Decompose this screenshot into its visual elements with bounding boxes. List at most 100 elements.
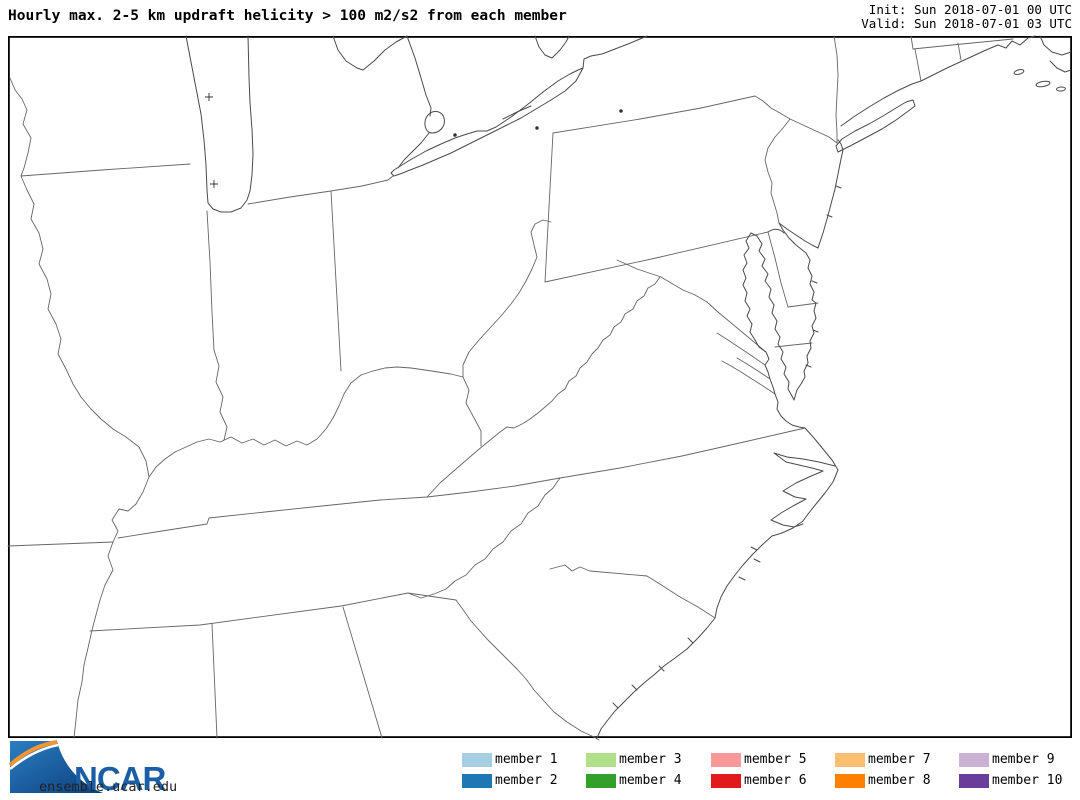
border-il-in: [206, 210, 215, 351]
border-oh-pa: [544, 132, 554, 283]
outer-banks: [802, 427, 839, 522]
island-nantucket: [1056, 86, 1066, 92]
potomac-river-upper: [616, 259, 708, 303]
border-ms-al: [211, 623, 218, 739]
neuse-river: [770, 498, 807, 528]
map-frame: [7, 36, 1072, 739]
rappahannock-river: [716, 332, 766, 366]
border-al-ga: [342, 606, 383, 739]
ncar-logo-text: NCAR: [74, 760, 166, 797]
border-mason-dixon: [544, 231, 769, 283]
legend-swatch-member-3: [586, 753, 616, 767]
delaware-river: [764, 118, 791, 224]
sc-ga-coast: [596, 617, 716, 739]
legend-label-member-7: member 7: [868, 752, 931, 767]
border-mo-ar: [7, 541, 114, 547]
border-nc-ga: [407, 592, 457, 601]
coastlines: [185, 35, 1072, 739]
border-de-south: [787, 302, 819, 308]
init-valid-times: Init: Sun 2018-07-01 00 UTC Valid: Sun 2…: [861, 3, 1072, 31]
delmarva-atlantic-coast: [793, 252, 817, 401]
legend-swatch-member-4: [586, 774, 616, 788]
york-river: [736, 357, 771, 380]
cape-cod-coast: [1039, 35, 1072, 73]
marker-dot-3: [619, 109, 623, 113]
coastal-inlet-ticks: [612, 185, 842, 709]
delaware-bay-west: [778, 222, 807, 254]
plot-title: Hourly max. 2-5 km updraft helicity > 10…: [8, 8, 567, 24]
new-england-coast: [840, 35, 1036, 127]
cape-lookout-coast: [771, 520, 804, 537]
graticule-cross-1: [205, 93, 213, 101]
potomac-estuary: [706, 301, 767, 353]
chesapeake-west-shore: [742, 232, 806, 429]
legend-label-member-5: member 5: [744, 752, 807, 767]
lake-huron-saginaw: [332, 35, 408, 71]
long-island-west-tip: [835, 138, 843, 153]
legend-swatch-member-6: [711, 774, 741, 788]
border-ny-ct: [914, 48, 922, 82]
hudson-river: [833, 35, 839, 144]
border-nj-ny: [789, 118, 838, 144]
pamlico-river: [782, 470, 824, 500]
init-time: Init: Sun 2018-07-01 00 UTC: [868, 2, 1072, 17]
lake-ontario-south-shore: [582, 35, 648, 69]
border-mi-in-oh: [247, 175, 394, 205]
long-island-north: [841, 99, 916, 140]
albemarle-sound: [773, 452, 836, 472]
delaware-arc: [767, 228, 785, 234]
border-tn-south: [89, 592, 409, 632]
border-ky-va: [426, 431, 501, 498]
legend-swatch-member-5: [711, 753, 741, 767]
site-url: ensemble.ucar.edu: [39, 779, 178, 795]
big-sandy-river: [462, 376, 482, 447]
james-river: [721, 360, 776, 395]
chesapeake-bay-head: [750, 232, 758, 237]
long-point-spit: [502, 105, 532, 120]
border-nc-sc: [549, 564, 716, 619]
border-wi-il: [20, 163, 191, 177]
lake-michigan: [185, 35, 254, 213]
border-wv-va: [499, 276, 661, 433]
legend-label-member-1: member 1: [495, 752, 558, 767]
legend-swatch-member-2: [462, 774, 492, 788]
legend-swatch-member-9: [959, 753, 989, 767]
nj-coast: [817, 139, 844, 249]
state-borders: [7, 35, 1014, 739]
delaware-bay-east: [778, 222, 819, 249]
border-md-va-delmarva: [774, 342, 813, 348]
legend-swatch-member-10: [959, 774, 989, 788]
border-ny-ma: [910, 35, 914, 50]
marker-dot-2: [535, 126, 539, 130]
legend-label-member-4: member 4: [619, 773, 682, 788]
legend-label-member-8: member 8: [868, 773, 931, 788]
border-ct-ma: [912, 38, 1014, 50]
long-island-south: [837, 105, 916, 153]
detroit-river: [397, 132, 430, 169]
river-borders: [9, 35, 839, 741]
legend-swatch-member-7: [835, 753, 865, 767]
lake-erie: [390, 67, 584, 177]
michigan-thumb: [406, 35, 432, 117]
legend-label-member-10: member 10: [992, 773, 1063, 788]
legend-label-member-2: member 2: [495, 773, 558, 788]
border-in-oh: [330, 190, 342, 372]
mississippi-river: [9, 77, 150, 739]
legend-swatch-member-8: [835, 774, 865, 788]
island-marthas-vineyard: [1035, 80, 1051, 88]
ncar-logo: NCAR: [8, 740, 167, 797]
nc-coast: [714, 535, 773, 619]
marker-dot-1: [453, 133, 457, 137]
border-ny-pa: [552, 95, 791, 134]
savannah-river: [455, 599, 600, 741]
border-ri-ct: [957, 42, 962, 61]
legend-label-member-3: member 3: [619, 752, 682, 767]
lake-ontario-west: [534, 35, 570, 59]
legend-swatch-member-1: [462, 753, 492, 767]
valid-time: Valid: Sun 2018-07-01 03 UTC: [861, 16, 1072, 31]
border-de-md: [767, 231, 789, 308]
map-markers: [205, 93, 623, 188]
